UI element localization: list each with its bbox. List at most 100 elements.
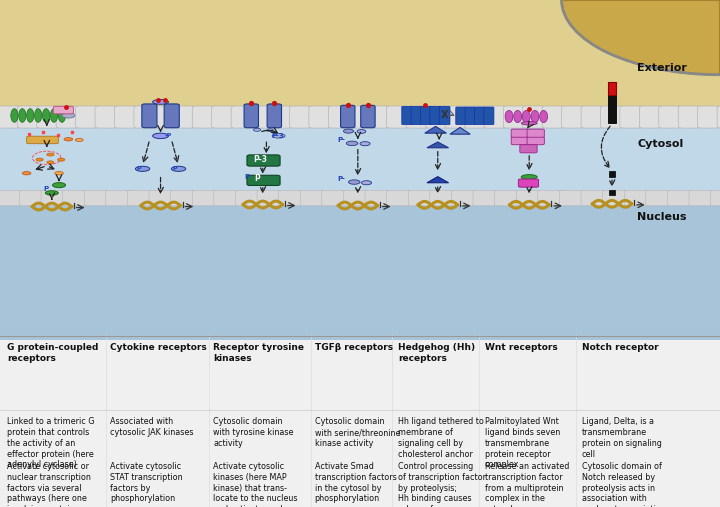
- Text: P-: P-: [338, 137, 346, 142]
- Wedge shape: [562, 0, 720, 75]
- Text: Hh ligand tethered to
membrane of
signaling cell by
cholesterol anchor: Hh ligand tethered to membrane of signal…: [398, 417, 484, 459]
- FancyBboxPatch shape: [387, 190, 410, 206]
- FancyBboxPatch shape: [192, 106, 215, 128]
- FancyBboxPatch shape: [341, 105, 355, 128]
- FancyBboxPatch shape: [63, 190, 86, 206]
- FancyBboxPatch shape: [387, 106, 410, 128]
- Text: P-3: P-3: [271, 132, 284, 138]
- FancyBboxPatch shape: [474, 107, 485, 125]
- FancyBboxPatch shape: [279, 190, 302, 206]
- Text: Activate Smad
transcription factors
in the cytosol by
phosphorylation: Activate Smad transcription factors in t…: [315, 462, 397, 503]
- Text: Wnt receptors: Wnt receptors: [485, 343, 557, 352]
- FancyBboxPatch shape: [527, 129, 544, 137]
- FancyBboxPatch shape: [408, 190, 432, 206]
- Text: Cytosolic domain of
Notch released by
proteolysis acts in
association with
nucle: Cytosolic domain of Notch released by pr…: [582, 462, 665, 507]
- Ellipse shape: [45, 191, 58, 195]
- Text: Activate cytosolic
kinases (here MAP
kinase) that trans-
locate to the nucleus
a: Activate cytosolic kinases (here MAP kin…: [213, 462, 297, 507]
- FancyBboxPatch shape: [411, 106, 422, 125]
- FancyBboxPatch shape: [289, 106, 312, 128]
- Ellipse shape: [47, 153, 54, 156]
- FancyBboxPatch shape: [192, 190, 216, 206]
- FancyBboxPatch shape: [84, 190, 108, 206]
- Ellipse shape: [540, 111, 548, 123]
- FancyBboxPatch shape: [270, 106, 293, 128]
- FancyBboxPatch shape: [214, 190, 238, 206]
- Text: Activate cytosolic
STAT transcription
factors by
phosphorylation: Activate cytosolic STAT transcription fa…: [110, 462, 183, 503]
- FancyBboxPatch shape: [639, 106, 662, 128]
- Ellipse shape: [346, 141, 358, 146]
- Ellipse shape: [42, 108, 50, 122]
- FancyBboxPatch shape: [624, 190, 648, 206]
- FancyBboxPatch shape: [608, 95, 616, 123]
- FancyBboxPatch shape: [171, 190, 194, 206]
- Text: Cytosol: Cytosol: [637, 139, 683, 150]
- Text: -P: -P: [164, 133, 171, 138]
- Text: Ligand, Delta, is a
transmembrane
protein on signaling
cell: Ligand, Delta, is a transmembrane protei…: [582, 417, 662, 459]
- Text: Associated with
cytosolic JAK kinases: Associated with cytosolic JAK kinases: [110, 417, 194, 437]
- Ellipse shape: [50, 108, 58, 122]
- FancyBboxPatch shape: [711, 190, 720, 206]
- Ellipse shape: [514, 111, 522, 123]
- Polygon shape: [427, 142, 449, 148]
- FancyBboxPatch shape: [309, 106, 332, 128]
- FancyBboxPatch shape: [348, 106, 371, 128]
- Ellipse shape: [135, 166, 150, 171]
- FancyBboxPatch shape: [173, 106, 196, 128]
- FancyBboxPatch shape: [56, 106, 79, 128]
- Ellipse shape: [64, 137, 73, 141]
- FancyBboxPatch shape: [689, 190, 713, 206]
- FancyBboxPatch shape: [465, 107, 475, 125]
- FancyBboxPatch shape: [511, 136, 528, 144]
- Ellipse shape: [266, 129, 274, 131]
- FancyBboxPatch shape: [430, 106, 441, 125]
- Ellipse shape: [357, 130, 366, 133]
- Ellipse shape: [36, 158, 43, 161]
- Text: P: P: [137, 166, 141, 171]
- FancyBboxPatch shape: [503, 106, 526, 128]
- FancyBboxPatch shape: [251, 106, 274, 128]
- Text: P: P: [173, 166, 177, 171]
- FancyBboxPatch shape: [19, 190, 43, 206]
- Polygon shape: [450, 127, 470, 134]
- Text: Release an activated
transcription factor
from a multiprotein
complex in the
cyt: Release an activated transcription facto…: [485, 462, 569, 507]
- FancyBboxPatch shape: [527, 136, 544, 144]
- FancyBboxPatch shape: [212, 106, 235, 128]
- FancyBboxPatch shape: [244, 104, 258, 128]
- Ellipse shape: [153, 99, 168, 104]
- Text: Notch receptor: Notch receptor: [582, 343, 658, 352]
- FancyBboxPatch shape: [451, 190, 475, 206]
- Text: P: P: [245, 174, 250, 180]
- Ellipse shape: [19, 108, 26, 122]
- Text: Cytokine receptors: Cytokine receptors: [110, 343, 207, 352]
- FancyBboxPatch shape: [456, 107, 466, 125]
- FancyBboxPatch shape: [439, 106, 450, 125]
- FancyBboxPatch shape: [667, 190, 691, 206]
- Polygon shape: [0, 121, 720, 199]
- FancyBboxPatch shape: [445, 106, 468, 128]
- FancyBboxPatch shape: [114, 106, 138, 128]
- Ellipse shape: [521, 174, 537, 179]
- FancyBboxPatch shape: [464, 106, 487, 128]
- FancyBboxPatch shape: [95, 106, 118, 128]
- FancyBboxPatch shape: [17, 106, 40, 128]
- FancyBboxPatch shape: [406, 106, 429, 128]
- FancyBboxPatch shape: [0, 190, 22, 206]
- Ellipse shape: [531, 111, 539, 123]
- FancyBboxPatch shape: [518, 179, 539, 187]
- Ellipse shape: [35, 108, 42, 122]
- Ellipse shape: [153, 133, 168, 138]
- Text: Activate cytosolic or
nuclear transcription
factors via several
pathways (here o: Activate cytosolic or nuclear transcript…: [7, 462, 91, 507]
- FancyBboxPatch shape: [562, 106, 585, 128]
- FancyBboxPatch shape: [646, 190, 670, 206]
- Ellipse shape: [253, 128, 261, 131]
- FancyBboxPatch shape: [538, 190, 562, 206]
- Ellipse shape: [55, 171, 63, 175]
- Ellipse shape: [53, 183, 66, 188]
- FancyBboxPatch shape: [484, 107, 494, 125]
- Text: TGFβ receptors: TGFβ receptors: [315, 343, 393, 352]
- FancyBboxPatch shape: [153, 106, 176, 128]
- Ellipse shape: [523, 111, 531, 123]
- Ellipse shape: [58, 108, 66, 122]
- FancyBboxPatch shape: [300, 190, 324, 206]
- Text: Cytosolic domain
with serine/threonine
kinase activity: Cytosolic domain with serine/threonine k…: [315, 417, 400, 448]
